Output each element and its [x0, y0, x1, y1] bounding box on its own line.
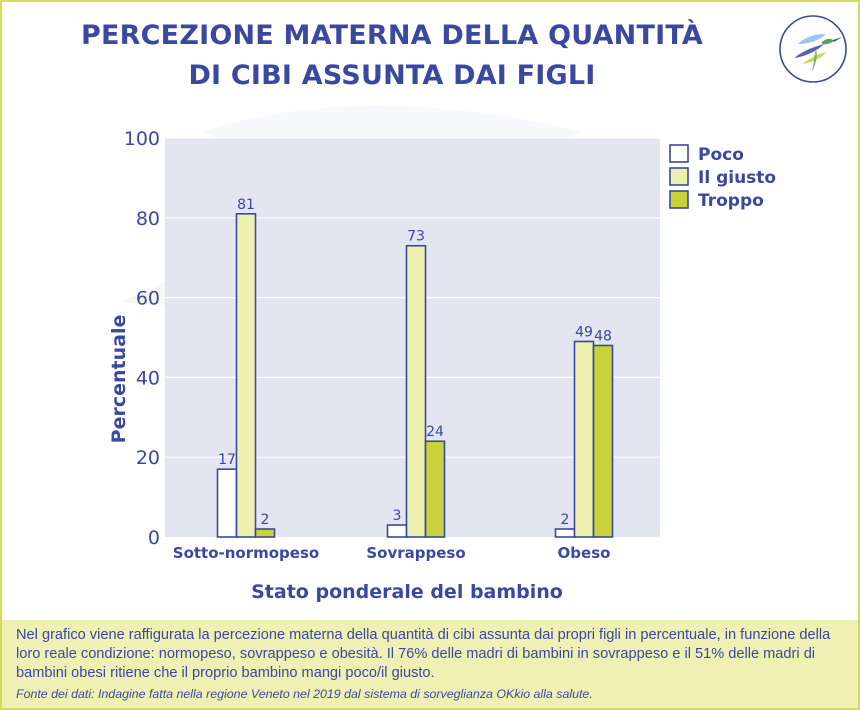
y-tick-label: 80	[136, 208, 160, 230]
y-tick-label: 20	[136, 447, 160, 469]
bar-value-label: 73	[407, 229, 425, 245]
y-tick-label: 40	[136, 367, 160, 389]
title-line-1: PERCEZIONE MATERNA DELLA QUANTITÀ	[81, 20, 703, 51]
footer-description: Nel grafico viene raffigurata la percezi…	[16, 627, 831, 681]
x-tick-label: Obeso	[558, 544, 611, 562]
bar-value-label: 2	[561, 512, 570, 528]
y-axis-label: Percentuale	[108, 315, 130, 444]
y-tick-label: 60	[136, 288, 160, 310]
data-labels: 17 81 2 3 73 24 2 49 48	[218, 197, 612, 528]
bar-poco-obeso	[554, 528, 576, 538]
bar-poco-sotto-normopeso	[216, 468, 238, 538]
hummingbird-logo-icon	[779, 15, 847, 83]
x-tick-label: Sovrappeso	[366, 544, 465, 562]
y-axis-ticks: 0 20 40 60 80 100	[124, 128, 160, 549]
bar-value-label: 3	[393, 508, 402, 524]
x-tick-label: Sotto-normopeso	[173, 544, 319, 562]
bars	[216, 213, 614, 538]
legend-label: Poco	[698, 145, 744, 165]
legend-swatch	[669, 144, 689, 163]
legend: Poco Il giusto Troppo	[669, 144, 776, 211]
footer-source: Fonte dei dati: Indagine fatta nella reg…	[16, 687, 593, 701]
bar-il-giusto-obeso	[573, 340, 595, 538]
page-title: PERCEZIONE MATERNA DELLA QUANTITÀ DI CIB…	[22, 16, 762, 96]
footer-note-box: Nel grafico viene raffigurata la percezi…	[2, 620, 858, 708]
legend-label: Il giusto	[698, 168, 776, 188]
bar-chart: 0 20 40 60 80 100 17 81 2 3 73 24 2 49 48 Sotto-normo…	[108, 105, 776, 603]
legend-swatch	[669, 190, 689, 209]
bar-troppo-obeso	[592, 344, 614, 538]
y-tick-label: 100	[124, 128, 160, 150]
legend-swatch	[669, 167, 689, 186]
bar-value-label: 17	[218, 452, 236, 468]
bar-value-label: 48	[594, 328, 612, 344]
bar-value-label: 24	[426, 424, 444, 440]
bar-value-label: 81	[237, 197, 255, 213]
x-axis-ticks: Sotto-normopeso Sovrappeso Obeso	[173, 544, 611, 562]
title-line-2: DI CIBI ASSUNTA DAI FIGLI	[188, 60, 596, 91]
x-axis-label: Stato ponderale del bambino	[251, 581, 563, 603]
legend-label: Troppo	[698, 191, 764, 211]
bar-il-giusto-sovrappeso	[405, 244, 427, 538]
bar-value-label: 2	[261, 512, 270, 528]
y-tick-label: 0	[148, 527, 160, 549]
bar-poco-sovrappeso	[386, 524, 408, 538]
bar-troppo-sotto-normopeso	[254, 528, 276, 538]
bar-value-label: 49	[575, 324, 593, 340]
bar-il-giusto-sotto-normopeso	[235, 213, 257, 538]
bar-troppo-sovrappeso	[424, 440, 446, 538]
